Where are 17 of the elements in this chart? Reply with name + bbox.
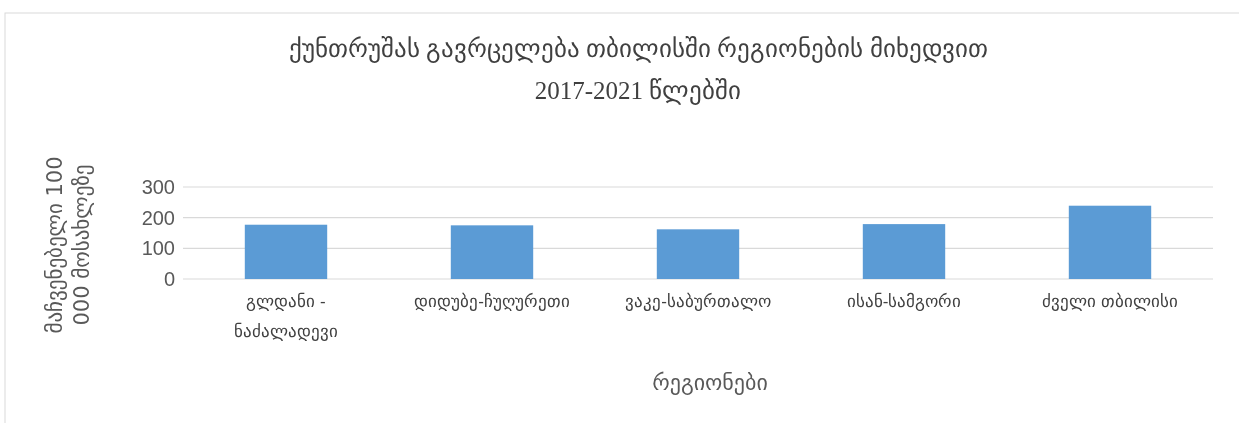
y-axis-title: მაჩვენებელი 100 000 მოსახლეზე (43, 156, 94, 334)
x-axis-title: რეგიონები (652, 370, 768, 395)
x-tick-label: ისან-სამგორი (846, 292, 962, 312)
x-tick-label: გლდანი - ნაძალადევი (234, 292, 338, 343)
y-tick-label: 0 (163, 267, 175, 290)
x-tick-label: დიდუბე-ჩუღურეთი (414, 292, 570, 313)
y-tick-label: 100 (141, 237, 175, 260)
bar (244, 224, 328, 279)
y-tick-label: 300 (141, 175, 175, 198)
bar (862, 224, 946, 279)
bar (450, 225, 534, 279)
x-tick-label: ძველი თბილისი (1042, 292, 1178, 313)
bar (656, 229, 740, 279)
y-tick-label: 200 (141, 206, 175, 229)
chart-title: ქუნთრუშას გავრცელება თბილისში რეგიონების მიხედვით 2017-2021 წლებში (288, 35, 988, 105)
x-tick-label: ვაკე-საბურთალო (625, 292, 771, 313)
bar (1068, 205, 1152, 279)
